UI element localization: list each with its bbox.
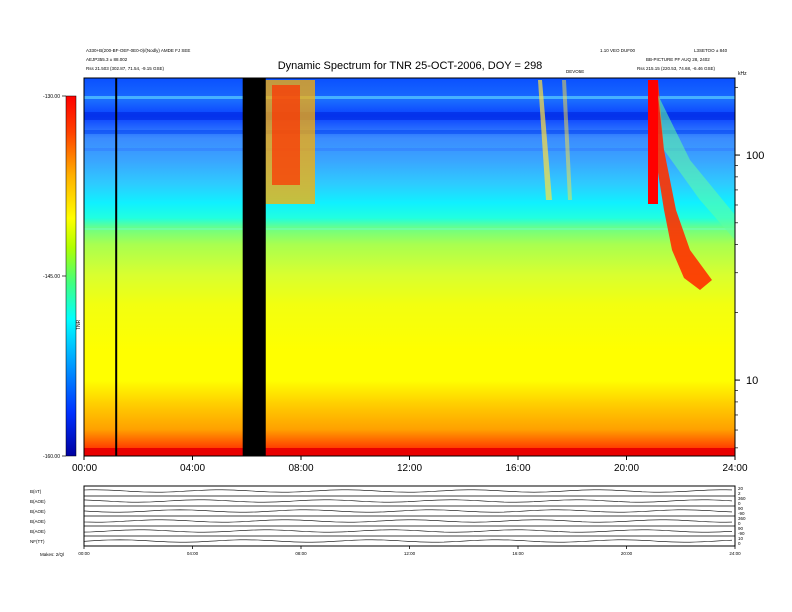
- x-tick-label: 16:00: [505, 463, 530, 474]
- bottom-tick-label: 04:00: [187, 551, 199, 556]
- spectrum-band: [84, 228, 735, 230]
- panel-tick-label: 2: [738, 491, 741, 496]
- data-gap: [242, 78, 266, 456]
- spectrogram-background: [84, 78, 735, 456]
- spectrum-band: [84, 96, 735, 99]
- y-tick-label: 100: [746, 150, 764, 162]
- panel-tick-label: 0: [738, 501, 741, 506]
- colorbar-tick-label: -130.00: [43, 94, 60, 100]
- panel-trace: [83, 489, 733, 493]
- panel-label: B(AOE): [30, 499, 46, 504]
- panel-tick-label: 20: [738, 486, 744, 491]
- panel-label: B(AOE): [30, 519, 46, 524]
- bottom-tick-label: 20:00: [621, 551, 633, 556]
- panel-trace: [83, 519, 733, 523]
- colorbar: TNR: [65, 95, 82, 457]
- bottom-x-axis: 00:00 04:00 08:00 12:00 16:00 20:00 24:00: [78, 546, 741, 556]
- panel-tick-label: 90: [738, 526, 744, 531]
- panel-tick-label: 360: [738, 516, 746, 521]
- x-tick-label: 00:00: [72, 463, 97, 474]
- y-tick-label: 10: [746, 375, 758, 387]
- panel-trace: [83, 529, 733, 533]
- x-axis: 00:00 04:00 08:00 12:00 16:00 20:00 24:00: [72, 456, 748, 474]
- header-right-line-1: 1.10 VEO DUF00: [600, 48, 636, 53]
- colorbar-ticks: -130.00 -145.00 -160.00: [43, 94, 66, 460]
- spectrum-band: [84, 148, 735, 151]
- panel-label: NF(TT): [30, 539, 45, 544]
- radio-burst-tail: [562, 80, 572, 200]
- x-tick-label: 20:00: [614, 463, 639, 474]
- colorbar-gradient: [65, 95, 77, 457]
- header-right-line-4: Rss 215.15 (220.53, 74.68, -6.46 GSE): [637, 66, 716, 71]
- bottom-tick-label: 00:00: [78, 551, 90, 556]
- panel-label: B(AOE): [30, 529, 46, 534]
- bottom-tick-label: 16:00: [512, 551, 524, 556]
- bottom-tick-label: 08:00: [295, 551, 307, 556]
- radio-burst-feature: [272, 85, 300, 185]
- colorbar-side-label: TNR: [76, 319, 82, 330]
- panel-tick-label: -90: [738, 511, 745, 516]
- header-center-label: DEVO5E: [566, 69, 584, 74]
- radio-burst-tail: [538, 80, 552, 200]
- spectrum-band: [84, 448, 735, 456]
- spectrogram: [83, 77, 736, 457]
- radio-burst-feature: [648, 80, 658, 204]
- header-left-line-3: Rss 21.503 (302.87, 71.54, -9.15 GSE): [86, 66, 165, 71]
- lower-panels: B(nT)202B(AOE)3600B(AOE)90-90B(AOE)3600B…: [30, 485, 746, 547]
- header-right-line-3: BB-PICTURE PF AUQ 28, 2402: [646, 57, 710, 62]
- colorbar-tick-label: -160.00: [43, 454, 60, 460]
- y-axis: kHz 100 10: [735, 71, 764, 449]
- spectrum-band: [84, 112, 735, 120]
- panel-label: B(AOE): [30, 509, 46, 514]
- panel-tick-label: 0: [738, 541, 741, 546]
- panel-trace: [83, 539, 733, 543]
- y-unit-label: kHz: [738, 71, 747, 77]
- header-right-line-2: L3SETOO ± 840: [694, 48, 728, 53]
- panel-tick-label: 90: [738, 506, 744, 511]
- bottom-left-note: Makes: 2/Ql: [40, 552, 64, 557]
- panel-tick-label: 0: [738, 521, 741, 526]
- panel-tick-label: 360: [738, 496, 746, 501]
- x-tick-label: 08:00: [288, 463, 313, 474]
- spectrum-band: [84, 130, 735, 134]
- panel-trace: [83, 509, 733, 513]
- panel-tick-label: -90: [738, 531, 745, 536]
- panel-trace: [83, 499, 733, 503]
- x-tick-label: 12:00: [397, 463, 422, 474]
- x-tick-label: 04:00: [180, 463, 205, 474]
- chart-title: Dynamic Spectrum for TNR 25-OCT-2006, DO…: [278, 60, 543, 72]
- bottom-tick-label: 12:00: [404, 551, 416, 556]
- header-left-line-2: AEJP355.3 ± 88.002: [86, 57, 128, 62]
- x-tick-label: 24:00: [722, 463, 747, 474]
- panel-label: B(nT): [30, 489, 42, 494]
- header-left-line-1: A330+B(200-BF-OEF-0E0-0)/(Nodly) AMDE FJ…: [86, 48, 190, 53]
- bottom-tick-label: 24:00: [729, 551, 741, 556]
- radio-burst-tail: [658, 95, 735, 240]
- panel-tick-label: 10: [738, 536, 744, 541]
- colorbar-tick-label: -145.00: [43, 274, 60, 280]
- data-gap: [115, 78, 118, 456]
